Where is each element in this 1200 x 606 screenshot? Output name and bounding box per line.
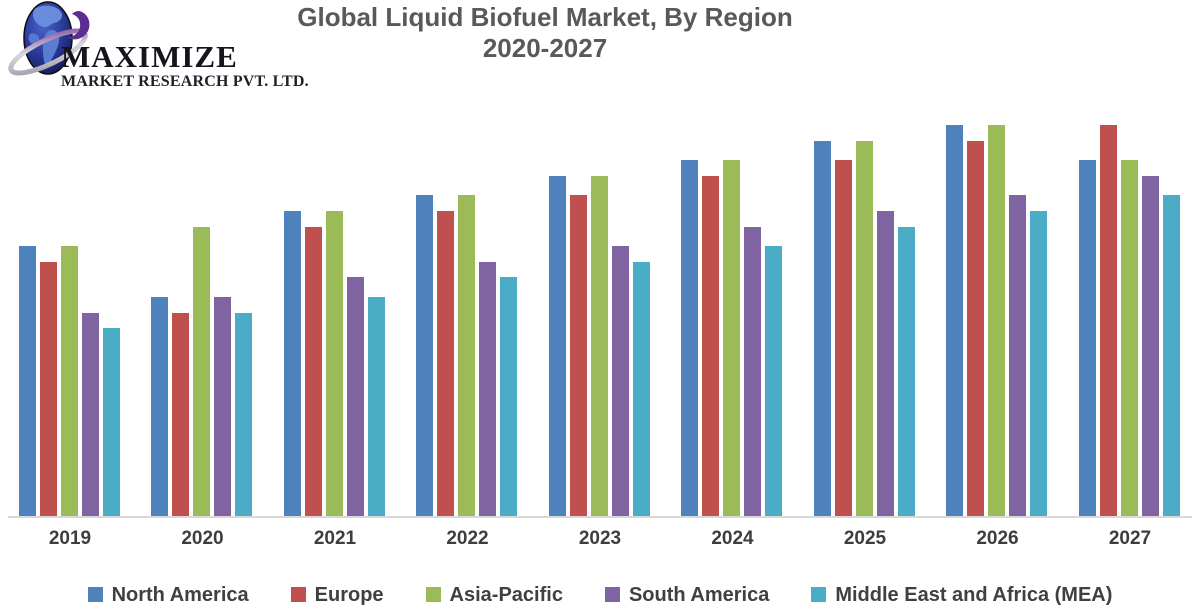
maximize-logo: MAXIMIZE MARKET RESEARCH PVT. LTD. [4,0,309,104]
bar-middle-east-and-africa-mea-2021 [367,297,385,516]
legend-swatch-icon [811,587,827,602]
legend-label: Asia-Pacific [449,584,563,606]
bar-middle-east-and-africa-mea-2020 [235,313,252,516]
bar-europe-2024 [702,176,719,516]
x-axis-label-2019: 2019 [48,528,92,549]
legend-item-middle-east-and-africa-mea: Middle East and Africa (MEA) [811,584,1112,606]
x-axis-label-2023: 2023 [578,528,622,549]
legend-swatch-icon [87,587,103,602]
bar-europe-2022 [437,211,454,516]
bar-north-america-2025 [813,141,831,516]
bar-south-america-2024 [744,227,761,516]
bar-north-america-2022 [416,195,433,516]
bar-middle-east-and-africa-mea-2019 [102,328,120,516]
bar-south-america-2021 [346,277,364,516]
legend-label: Europe [314,584,384,606]
legend-item-europe: Europe [290,584,384,606]
bar-north-america-2023 [548,176,566,516]
legend-item-south-america: South America [604,584,770,606]
bar-south-america-2022 [479,262,496,516]
bar-middle-east-and-africa-mea-2022 [500,277,517,516]
bar-middle-east-and-africa-mea-2026 [1030,211,1047,516]
chart-title: Global Liquid Biofuel Market, By Region … [0,2,1090,64]
bar-europe-2025 [834,160,852,516]
bar-europe-2020 [172,313,189,516]
bar-middle-east-and-africa-mea-2025 [897,227,915,516]
bar-north-america-2020 [151,297,168,516]
bar-middle-east-and-africa-mea-2024 [765,246,782,516]
legend-label: South America [628,584,770,606]
bar-asia-pacific-2025 [855,141,873,516]
bar-middle-east-and-africa-mea-2023 [632,262,650,516]
globe-icon [8,1,90,76]
chart-legend: North America Europe Asia-Pacific South Ame… [0,584,1200,606]
legend-label: North America [111,584,249,606]
legend-item-north-america: North America [87,584,249,606]
bar-north-america-2026 [946,125,963,516]
logo-text: MAXIMIZE MARKET RESEARCH PVT. LTD. [61,39,309,91]
bar-south-america-2026 [1009,195,1026,516]
x-axis-label-2020: 2020 [181,528,224,549]
bar-north-america-2024 [681,160,698,516]
bar-south-america-2025 [876,211,894,516]
bar-europe-2019 [39,262,57,516]
bar-asia-pacific-2027 [1120,160,1138,516]
bar-asia-pacific-2024 [723,160,740,516]
bar-south-america-2027 [1141,176,1159,516]
chart-title-line2: 2020-2027 [482,33,608,63]
bar-south-america-2023 [611,246,629,516]
legend-label: Middle East and Africa (MEA) [835,584,1113,606]
logo-company-name: MAXIMIZE [61,39,238,74]
x-axis-label-2021: 2021 [313,528,357,549]
logo-company-subtitle: MARKET RESEARCH PVT. LTD. [61,73,309,90]
x-axis-line [8,516,1192,518]
bar-asia-pacific-2021 [325,211,343,516]
legend-swatch-icon [425,587,441,602]
x-axis-label-2024: 2024 [711,528,754,549]
bar-north-america-2027 [1078,160,1096,516]
bar-europe-2027 [1099,125,1117,516]
bar-north-america-2019 [18,246,36,516]
x-axis-label-2027: 2027 [1108,528,1152,549]
bar-asia-pacific-2020 [193,227,210,516]
x-axis-label-2026: 2026 [976,528,1019,549]
bar-asia-pacific-2019 [60,246,78,516]
bar-middle-east-and-africa-mea-2027 [1162,195,1180,516]
bar-europe-2023 [569,195,587,516]
legend-item-asia-pacific: Asia-Pacific [425,584,563,606]
bar-europe-2026 [967,141,984,516]
bar-asia-pacific-2022 [458,195,475,516]
legend-swatch-icon [290,587,306,602]
legend-swatch-icon [604,587,620,602]
bar-south-america-2019 [81,313,99,516]
x-axis-label-2022: 2022 [446,528,489,549]
bar-europe-2021 [304,227,322,516]
chart-title-line1: Global Liquid Biofuel Market, By Region [297,2,793,32]
bar-south-america-2020 [214,297,231,516]
bar-north-america-2021 [283,211,301,516]
x-axis-label-2025: 2025 [843,528,887,549]
bar-asia-pacific-2023 [590,176,608,516]
bar-asia-pacific-2026 [988,125,1005,516]
